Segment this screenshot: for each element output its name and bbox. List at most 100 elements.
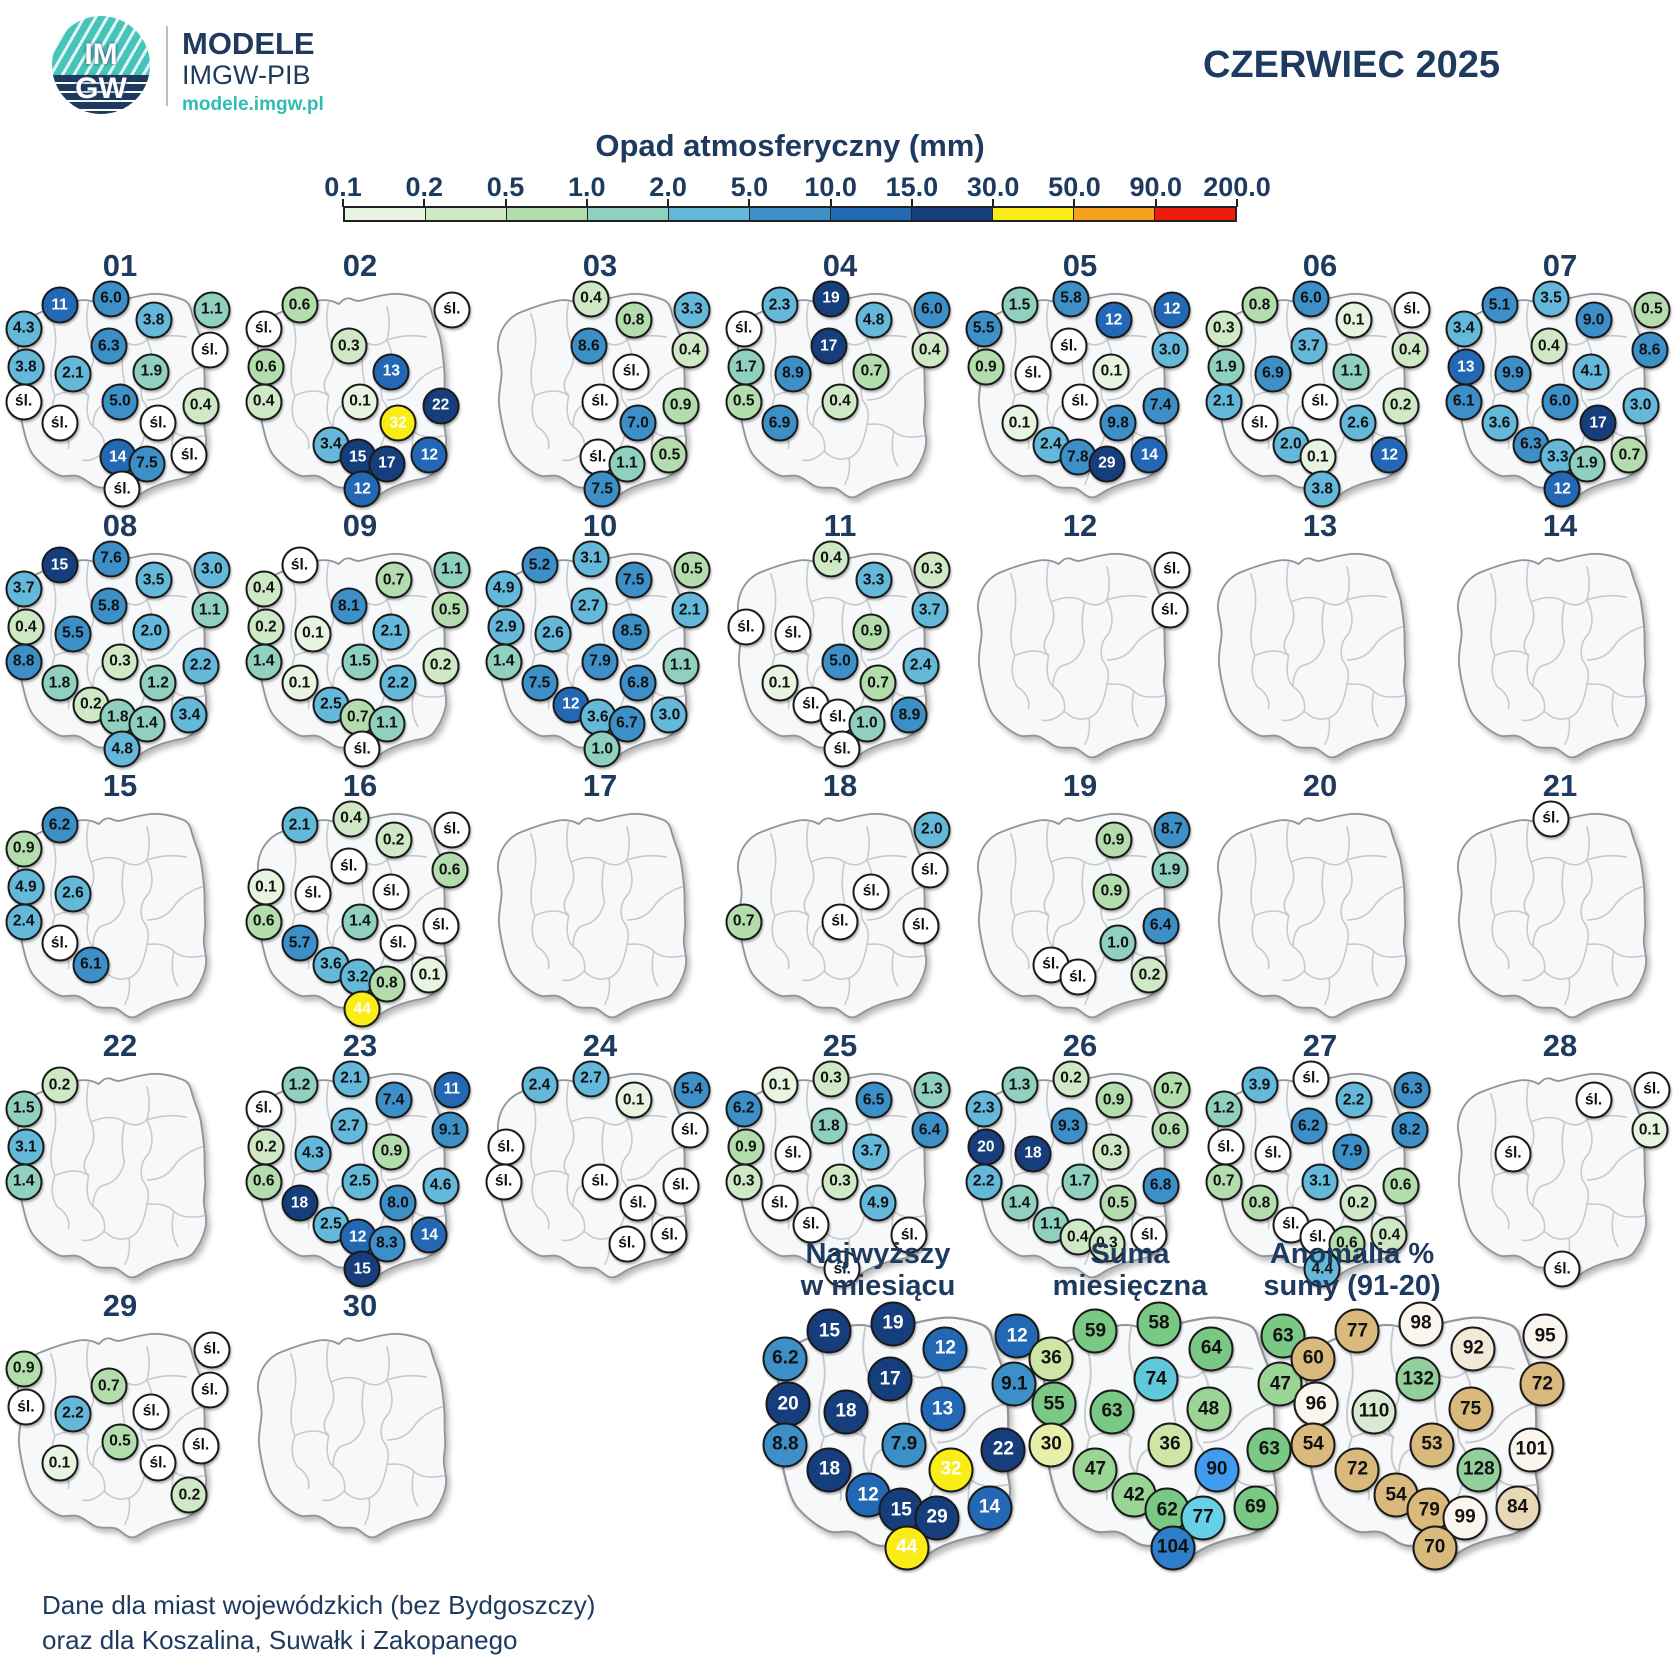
city-value-circle-zielona-góra: 0.6 — [245, 1163, 283, 1201]
day-map-27: 27 3.9 śl. 2.2 6.3 1.2 8.2 6.2 śl. śl. 7.9 3.1 0.7 0.… — [1200, 1028, 1440, 1288]
city-value-circle-łódź: 0.1 — [341, 383, 379, 421]
city-value-circle-łódź: 2.5 — [341, 1163, 379, 1201]
day-map-05: 05 1.5 5.8 12 12 5.5 3.0 śl. 0.9 śl. 0.1 śl. 0.1 2.4 7… — [960, 248, 1200, 508]
city-value-circle-suwałki: śl. — [433, 811, 471, 849]
city-value-circle-białystok: 9.1 — [991, 1361, 1037, 1407]
city-value-circle-opole: śl. — [792, 1206, 830, 1243]
city-value-circle-warszawa: 3.7 — [852, 1133, 890, 1171]
poland-map-canvas: 1.2 2.1 7.4 11 9.1 śl. 2.7 0.2 4.3 0.9 2.5 0.6 18 2.5… — [245, 1060, 472, 1288]
city-value-circle-poznań: 110 — [1351, 1389, 1397, 1435]
city-value-circle-kielce: 128 — [1456, 1447, 1502, 1493]
poland-map-canvas: 2.4 2.7 0.1 5.4 śl. śl. śl. śl. śl. śl. śl. śl. — [485, 1060, 712, 1278]
day-map-title: 13 — [1302, 508, 1338, 543]
city-value-circle-toruń: 17 — [810, 327, 848, 365]
city-value-circle-gorzów: 20 — [765, 1381, 811, 1427]
poland-map-canvas: śl. — [1448, 800, 1672, 1018]
imgw-logo-im-text: IM — [84, 38, 118, 71]
city-value-circle-kraków: 0.3 — [1088, 1225, 1126, 1263]
legend-tick-label: 200.0 — [1203, 172, 1271, 202]
city-value-circle-olsztyn: 0.8 — [615, 301, 653, 339]
city-value-circle-białystok: 8.2 — [1391, 1111, 1429, 1149]
city-value-circle-gdańsk: 5.8 — [1052, 280, 1090, 318]
city-value-circle-gdańsk: 0.2 — [1052, 1060, 1090, 1098]
city-value-circle-białystok: 0.5 — [431, 591, 469, 629]
poland-map-canvas: 0.9 8.7 1.9 0.9 1.0 6.4 śl. śl. 0.2 — [968, 804, 1192, 1018]
city-value-circle-rzeszów: 84 — [1495, 1485, 1541, 1531]
city-value-circle-olsztyn: 4.8 — [855, 301, 893, 339]
city-value-circle-łódź: 53 — [1409, 1422, 1455, 1468]
summary-title-2: Suma miesięczna — [1052, 1238, 1208, 1303]
city-value-circle-zielona-góra: 1.4 — [245, 643, 283, 681]
city-value-circle-białystok: 3.7 — [911, 591, 949, 629]
legend-color-segment — [669, 208, 750, 220]
poland-map — [1217, 552, 1407, 758]
day-map-21: 21 śl. — [1440, 768, 1680, 1028]
city-value-circle-olsztyn: 3.8 — [135, 301, 173, 339]
city-value-circle-koszalin: 1.5 — [1001, 286, 1039, 324]
city-value-circle-katowice: 0.1 — [1299, 438, 1337, 476]
legend-tick-label: 15.0 — [885, 172, 939, 202]
city-value-circle-szczecin: 4.3 — [5, 310, 43, 348]
city-value-circle-szczecin: 3.7 — [5, 570, 43, 608]
legend-tick-label: 0.2 — [405, 172, 444, 202]
city-value-circle-rzeszów: 0.5 — [650, 436, 688, 474]
day-map-title: 30 — [342, 1288, 378, 1323]
legend-color-segment — [1074, 208, 1155, 220]
city-value-circle-rzeszów: 0.2 — [170, 1476, 208, 1514]
footer-line-2: oraz dla Koszalina, Suwałk i Zakopanego — [42, 1625, 518, 1656]
day-map-title: 09 — [342, 508, 378, 543]
city-value-circle-zielona-góra: 0.5 — [725, 383, 763, 421]
city-value-circle-koszalin: śl. — [281, 546, 319, 584]
legend-tick-label: 1.0 — [568, 172, 606, 202]
poland-map-canvas: 1.3 0.2 0.7 2.3 0.9 0.6 9.3 20 18 0.3 2.2 1.7 1.4 1.1… — [965, 1060, 1192, 1278]
imgw-logo-gw-text: GW — [75, 72, 127, 105]
city-value-circle-rzeszów: 0.1 — [410, 956, 448, 994]
day-map-03: 03 0.4 0.8 3.3 0.4 8.6 śl. śl. 7.0 0.9 śl. 1.1 0.5 7.… — [480, 248, 720, 508]
city-value-circle-toruń: 8.1 — [330, 587, 368, 625]
city-value-circle-kielce: 1.0 — [1099, 924, 1137, 962]
city-value-circle-toruń: 0.7 — [90, 1367, 128, 1405]
legend-tick-label: 90.0 — [1129, 172, 1182, 202]
city-value-circle-zielona-góra: 8.8 — [762, 1422, 808, 1468]
day-map-28: 28 śl. śl. 0.1 śl. śl. — [1440, 1028, 1680, 1288]
city-value-circle-gdańsk: 58 — [1136, 1301, 1182, 1347]
city-value-circle-koszalin: 0.6 — [281, 286, 319, 324]
city-value-circle-lublin: śl. — [902, 907, 940, 945]
city-value-circle-olsztyn: 3.5 — [135, 561, 173, 599]
city-value-circle-zielona-góra: 0.4 — [245, 383, 283, 421]
poland-map — [1217, 812, 1407, 1018]
day-map-title: 26 — [1062, 1028, 1098, 1063]
city-value-circle-lublin: 0.2 — [422, 647, 460, 685]
city-value-circle-kraków: 8.3 — [368, 1225, 406, 1263]
brand-url-link[interactable]: modele.imgw.pl — [182, 94, 324, 115]
day-map-title: 05 — [1062, 248, 1098, 283]
city-value-circle-poznań: 2.6 — [54, 875, 92, 913]
city-value-circle-rzeszów: 0.4 — [1370, 1216, 1408, 1254]
city-value-circle-suwałki: 0.5 — [1633, 291, 1671, 329]
poland-map-canvas: 0.8 6.0 0.1 śl. 0.3 0.4 3.7 1.9 6.9 1.1 śl. 2.1 śl. 2… — [1205, 280, 1432, 508]
city-value-circle-białystok: śl. — [671, 1111, 709, 1149]
city-value-circle-poznań: 9.9 — [1494, 355, 1532, 393]
poland-map-canvas: śl. śl. — [968, 544, 1192, 758]
city-value-circle-łódź: 5.0 — [101, 383, 139, 421]
city-value-circle-warszawa: 0.9 — [1092, 873, 1130, 911]
city-value-circle-olsztyn: 2.2 — [1335, 1081, 1373, 1119]
city-value-circle-olsztyn: 12 — [922, 1326, 968, 1372]
day-map-24: 24 2.4 2.7 0.1 5.4 śl. śl. śl. śl. śl. śl. śl. śl. — [480, 1028, 720, 1288]
voivodeship-borders — [1009, 561, 1166, 746]
poland-outline — [977, 552, 1167, 758]
city-value-circle-kielce: 32 — [379, 404, 417, 442]
city-value-circle-wrocław: 1.8 — [41, 664, 79, 702]
poland-map-canvas: 15 7.6 3.5 3.0 3.7 1.1 5.8 0.4 5.5 2.0 0.3 8.8 1.8 0.… — [5, 540, 232, 768]
city-value-circle-poznań: 2.1 — [54, 355, 92, 393]
city-value-circle-warszawa: śl. — [132, 1393, 170, 1431]
city-value-circle-toruń: 5.8 — [90, 587, 128, 625]
city-value-circle-gdańsk: 3.5 — [1532, 280, 1570, 318]
legend-title: Opad atmosferyczny (mm) — [595, 128, 985, 163]
day-map-title: 19 — [1062, 768, 1098, 803]
city-value-circle-lublin: 0.6 — [1382, 1167, 1420, 1205]
city-value-circle-lublin: 2.2 — [182, 647, 220, 685]
city-value-circle-olsztyn: 64 — [1188, 1326, 1234, 1372]
day-map-title: 12 — [1062, 508, 1098, 543]
poland-outline — [1217, 812, 1407, 1018]
